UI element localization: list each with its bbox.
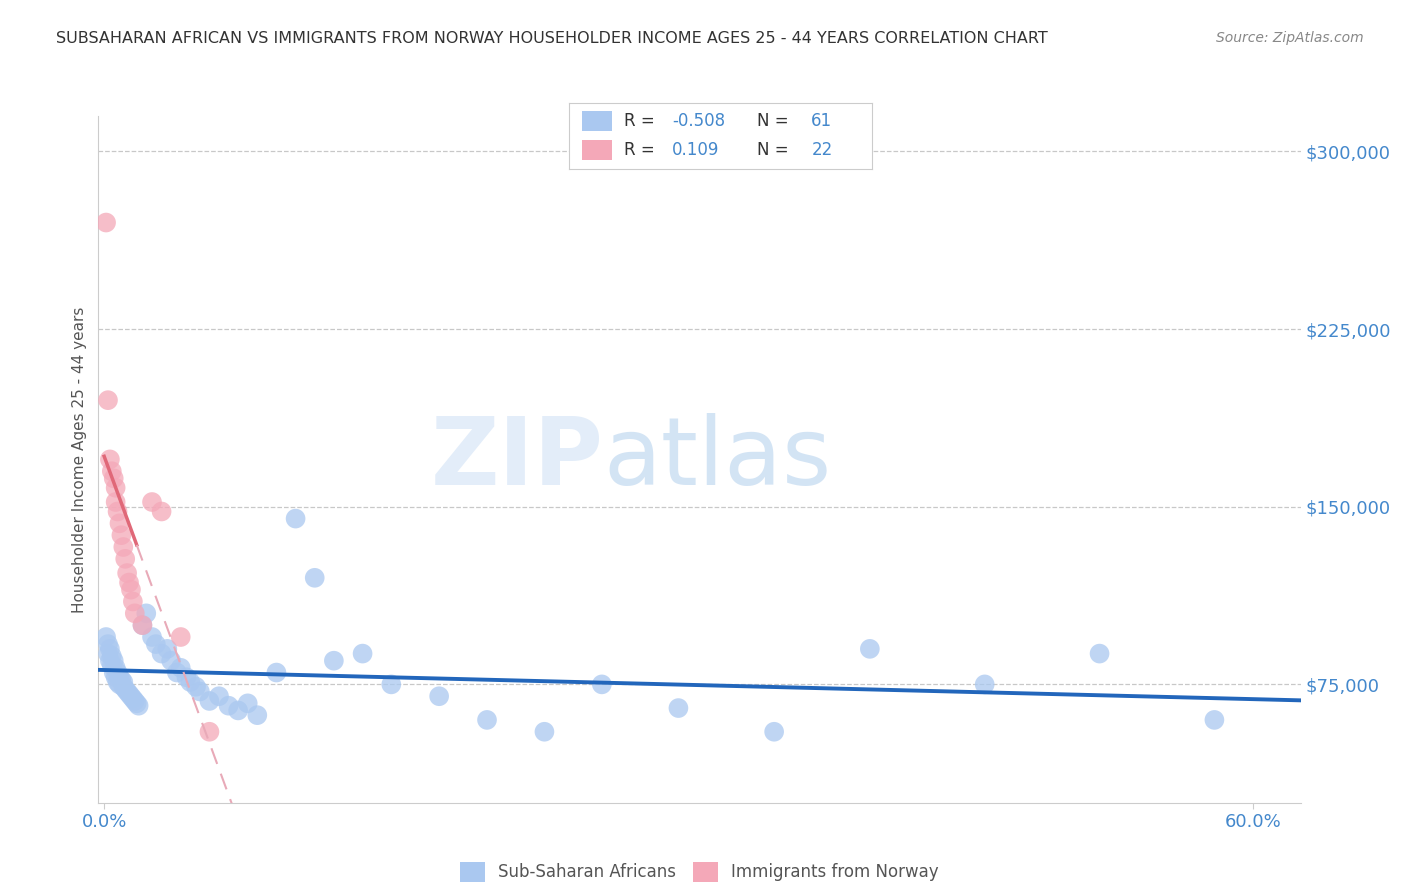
Y-axis label: Householder Income Ages 25 - 44 years: Householder Income Ages 25 - 44 years — [72, 306, 87, 613]
Point — [122, 594, 145, 608]
Point — [124, 607, 146, 621]
Point — [236, 696, 259, 710]
Point — [973, 677, 995, 691]
Text: -0.508: -0.508 — [672, 112, 725, 129]
Point — [208, 690, 231, 704]
Point — [128, 698, 150, 713]
Point — [104, 481, 127, 495]
Point — [112, 680, 135, 694]
Point — [103, 471, 125, 485]
Point — [141, 495, 163, 509]
Text: N =: N = — [756, 112, 794, 129]
Point — [112, 675, 135, 690]
Point — [427, 690, 450, 704]
Point — [304, 571, 326, 585]
Point — [591, 677, 613, 691]
Point — [118, 575, 141, 590]
Point — [94, 630, 117, 644]
Point — [104, 661, 127, 675]
Point — [198, 694, 221, 708]
Point — [97, 637, 120, 651]
Point — [170, 630, 193, 644]
Point — [156, 641, 179, 656]
Bar — [582, 140, 612, 160]
Point — [179, 675, 201, 690]
Text: R =: R = — [624, 112, 659, 129]
Point — [284, 511, 307, 525]
Point — [118, 687, 141, 701]
Point — [533, 724, 555, 739]
Text: ZIP: ZIP — [430, 413, 603, 506]
Point — [115, 684, 138, 698]
Point — [101, 464, 124, 478]
Point — [141, 630, 163, 644]
Point — [188, 684, 211, 698]
Point — [668, 701, 690, 715]
Point — [108, 516, 131, 531]
Point — [124, 694, 146, 708]
Text: SUBSAHARAN AFRICAN VS IMMIGRANTS FROM NORWAY HOUSEHOLDER INCOME AGES 25 - 44 YEA: SUBSAHARAN AFRICAN VS IMMIGRANTS FROM NO… — [56, 31, 1047, 46]
Point — [120, 690, 142, 704]
Point — [352, 647, 374, 661]
Point — [170, 661, 193, 675]
Text: Source: ZipAtlas.com: Source: ZipAtlas.com — [1216, 31, 1364, 45]
Point — [103, 665, 125, 680]
Point — [108, 677, 131, 691]
Point — [114, 682, 136, 697]
Point — [380, 677, 402, 691]
Point — [98, 452, 121, 467]
Point — [107, 504, 129, 518]
Point — [107, 665, 129, 680]
Point — [97, 393, 120, 408]
Text: 22: 22 — [811, 141, 832, 159]
Point — [763, 724, 786, 739]
Point — [110, 528, 132, 542]
Point — [150, 504, 173, 518]
Point — [322, 654, 344, 668]
Point — [125, 696, 148, 710]
Point — [108, 670, 131, 684]
Point — [114, 552, 136, 566]
Point — [184, 680, 207, 694]
Point — [145, 637, 167, 651]
Point — [218, 698, 240, 713]
Point — [94, 215, 117, 229]
Point — [103, 654, 125, 668]
Point — [150, 647, 173, 661]
Point — [101, 658, 124, 673]
Point — [166, 665, 188, 680]
Point — [115, 566, 138, 580]
Point — [475, 713, 498, 727]
Point — [98, 654, 121, 668]
Point — [110, 673, 132, 687]
Point — [176, 670, 198, 684]
Point — [104, 670, 127, 684]
Point — [131, 618, 153, 632]
Text: R =: R = — [624, 141, 659, 159]
Point — [1088, 647, 1111, 661]
Point — [122, 691, 145, 706]
Text: N =: N = — [756, 141, 794, 159]
Point — [1204, 713, 1226, 727]
Point — [246, 708, 269, 723]
Text: 0.109: 0.109 — [672, 141, 720, 159]
Point — [104, 495, 127, 509]
Point — [107, 675, 129, 690]
Point — [198, 724, 221, 739]
Point — [135, 607, 157, 621]
Text: 61: 61 — [811, 112, 832, 129]
Point — [131, 618, 153, 632]
Point — [160, 654, 183, 668]
Text: atlas: atlas — [603, 413, 831, 506]
Point — [112, 540, 135, 554]
Point — [859, 641, 882, 656]
Point — [101, 648, 124, 663]
Bar — [582, 111, 612, 130]
Point — [120, 582, 142, 597]
Legend: Sub-Saharan Africans, Immigrants from Norway: Sub-Saharan Africans, Immigrants from No… — [453, 855, 946, 888]
Point — [266, 665, 288, 680]
Point — [97, 647, 120, 661]
Point — [226, 703, 249, 717]
Point — [98, 641, 121, 656]
